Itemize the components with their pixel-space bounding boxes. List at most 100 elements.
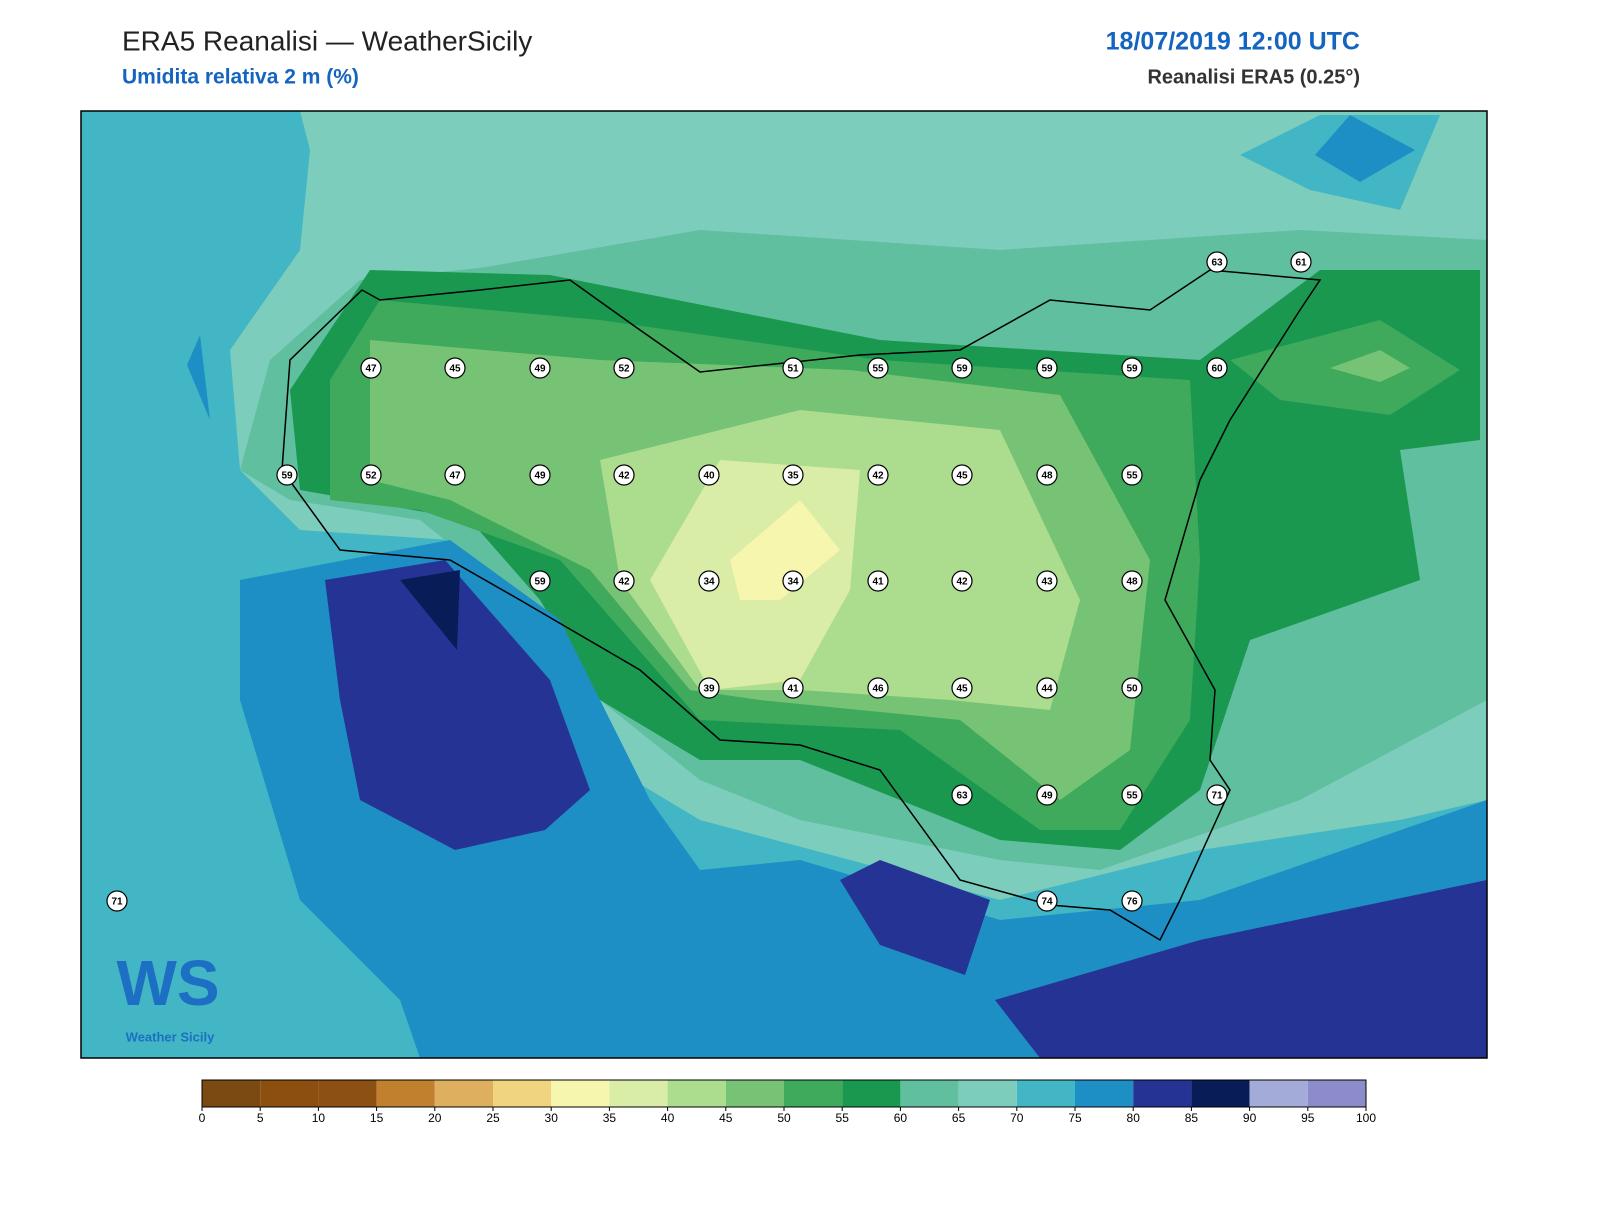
station-marker bbox=[1036, 890, 1058, 912]
station-value: 48 bbox=[1041, 471, 1053, 482]
station-marker bbox=[529, 570, 551, 592]
colorbar-band bbox=[434, 1080, 493, 1107]
station-value: 39 bbox=[703, 684, 715, 695]
station-value: 76 bbox=[1126, 897, 1138, 908]
station-value: 50 bbox=[1126, 684, 1138, 695]
station-value: 60 bbox=[1211, 364, 1223, 375]
station-marker bbox=[1036, 464, 1058, 486]
station-marker bbox=[782, 570, 804, 592]
station-value: 74 bbox=[1041, 897, 1053, 908]
station-marker bbox=[1036, 784, 1058, 806]
station-marker bbox=[698, 677, 720, 699]
logo-mark: WS bbox=[116, 947, 219, 1019]
station-marker bbox=[782, 357, 804, 379]
colorbar-tick-label: 85 bbox=[1185, 1111, 1199, 1125]
station-marker bbox=[613, 357, 635, 379]
station-value: 45 bbox=[956, 471, 968, 482]
station-marker bbox=[1121, 890, 1143, 912]
station-marker bbox=[1206, 251, 1228, 273]
colorbar-tick-label: 25 bbox=[486, 1111, 500, 1125]
colorbar-tick-label: 100 bbox=[1356, 1111, 1376, 1125]
colorbar-band bbox=[667, 1080, 726, 1107]
colorbar-tick-label: 80 bbox=[1127, 1111, 1141, 1125]
station-marker bbox=[1121, 357, 1143, 379]
station-value: 48 bbox=[1126, 577, 1138, 588]
colorbar-tick-label: 15 bbox=[370, 1111, 384, 1125]
station-value: 47 bbox=[449, 471, 461, 482]
colorbar-tick-label: 60 bbox=[894, 1111, 908, 1125]
colorbar-tick-label: 30 bbox=[545, 1111, 559, 1125]
station-value: 71 bbox=[1211, 791, 1223, 802]
title: ERA5 Reanalisi — WeatherSicily bbox=[122, 25, 532, 56]
station-value: 55 bbox=[1126, 791, 1138, 802]
colorbar-band bbox=[1016, 1080, 1075, 1107]
station-marker bbox=[1206, 357, 1228, 379]
station-value: 63 bbox=[1211, 258, 1223, 269]
station-value: 42 bbox=[956, 577, 968, 588]
colorbar-band bbox=[318, 1080, 377, 1107]
colorbar-band bbox=[958, 1080, 1017, 1107]
station-value: 49 bbox=[1041, 791, 1053, 802]
colorbar-tick-label: 75 bbox=[1068, 1111, 1082, 1125]
station-value: 59 bbox=[956, 364, 968, 375]
station-value: 71 bbox=[111, 897, 123, 908]
station-marker bbox=[360, 464, 382, 486]
station-marker bbox=[867, 464, 889, 486]
station-marker bbox=[1121, 464, 1143, 486]
station-value: 61 bbox=[1295, 258, 1307, 269]
source: Reanalisi ERA5 (0.25°) bbox=[1147, 66, 1360, 88]
station-value: 55 bbox=[872, 364, 884, 375]
station-marker bbox=[867, 677, 889, 699]
colorbar-tick-label: 35 bbox=[603, 1111, 617, 1125]
map bbox=[81, 111, 1487, 1058]
colorbar-band bbox=[784, 1080, 843, 1107]
station-value: 63 bbox=[956, 791, 968, 802]
colorbar-tick-label: 10 bbox=[312, 1111, 326, 1125]
colorbar-tick-label: 95 bbox=[1301, 1111, 1315, 1125]
station-marker bbox=[360, 357, 382, 379]
station-marker bbox=[782, 677, 804, 699]
colorbar-band bbox=[1191, 1080, 1250, 1107]
colorbar-band bbox=[725, 1080, 784, 1107]
station-marker bbox=[613, 464, 635, 486]
colorbar-band bbox=[260, 1080, 319, 1107]
station-value: 59 bbox=[1126, 364, 1138, 375]
datetime: 18/07/2019 12:00 UTC bbox=[1106, 28, 1360, 56]
station-value: 42 bbox=[618, 577, 630, 588]
colorbar-band bbox=[493, 1080, 552, 1107]
colorbar-band bbox=[202, 1080, 261, 1107]
station-marker bbox=[1206, 784, 1228, 806]
colorbar-band bbox=[551, 1080, 610, 1107]
station-value: 41 bbox=[787, 684, 799, 695]
station-value: 34 bbox=[703, 577, 715, 588]
colorbar-band bbox=[1075, 1080, 1134, 1107]
station-value: 47 bbox=[365, 364, 377, 375]
station-value: 42 bbox=[618, 471, 630, 482]
station-marker bbox=[951, 677, 973, 699]
colorbar-tick-label: 20 bbox=[428, 1111, 442, 1125]
station-value: 59 bbox=[534, 577, 546, 588]
colorbar-tick-label: 45 bbox=[719, 1111, 733, 1125]
map-frame bbox=[80, 110, 1488, 1059]
station-value: 41 bbox=[872, 577, 884, 588]
colorbar-band bbox=[1249, 1080, 1308, 1107]
station-marker bbox=[529, 464, 551, 486]
logo-name: Weather Sicily bbox=[126, 1029, 215, 1044]
station-value: 59 bbox=[1041, 364, 1053, 375]
station-marker bbox=[951, 357, 973, 379]
station-value: 59 bbox=[281, 471, 293, 482]
station-marker bbox=[106, 890, 128, 912]
station-value: 49 bbox=[534, 471, 546, 482]
station-marker bbox=[444, 464, 466, 486]
station-value: 40 bbox=[703, 471, 715, 482]
colorbar-band bbox=[900, 1080, 959, 1107]
station-marker bbox=[951, 570, 973, 592]
colorbar-tick-label: 40 bbox=[661, 1111, 675, 1125]
subtitle: Umidita relativa 2 m (%) bbox=[122, 66, 359, 89]
station-value: 55 bbox=[1126, 471, 1138, 482]
station-marker bbox=[867, 357, 889, 379]
station-marker bbox=[1121, 784, 1143, 806]
station-value: 43 bbox=[1041, 577, 1053, 588]
colorbar-tick-label: 5 bbox=[257, 1111, 264, 1125]
